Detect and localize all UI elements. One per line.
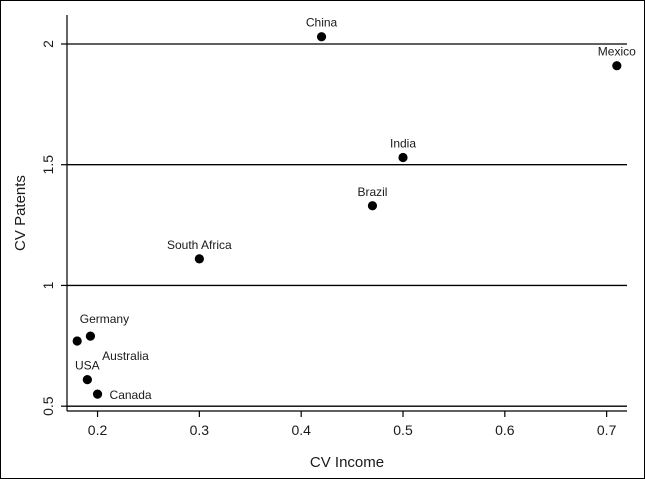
data-point	[612, 61, 622, 71]
data-point	[398, 152, 408, 163]
point-label: Brazil	[357, 185, 387, 199]
point-label: South Africa	[167, 238, 232, 252]
data-point	[92, 389, 103, 399]
y-tick-label: 1	[40, 281, 56, 289]
x-axis-title: CV Income	[310, 454, 384, 471]
grid-lines	[67, 43, 627, 407]
point-label: USA	[75, 359, 100, 373]
point-label: Mexico	[598, 45, 636, 59]
data-point	[82, 375, 92, 385]
data-points: China Mexico India Brazil South Africa German…	[72, 16, 636, 402]
point-label: Australia	[102, 349, 149, 363]
x-axis-ticks: 0.2 0.3 0.4 0.5 0.6 0.7	[88, 411, 617, 438]
data-point	[194, 254, 204, 264]
x-tick-label: 0.7	[597, 422, 617, 438]
x-tick-label: 0.6	[495, 422, 515, 438]
y-tick-label: 1.5	[40, 155, 56, 175]
x-tick-label: 0.4	[291, 422, 311, 438]
data-point	[85, 331, 96, 341]
data-point	[367, 201, 378, 211]
point-label: China	[306, 16, 338, 30]
y-tick-label: 2	[40, 40, 56, 48]
y-tick-label: 0.5	[40, 396, 56, 416]
point-label: Germany	[80, 312, 129, 326]
point-label: Canada	[110, 388, 152, 402]
x-tick-label: 0.3	[190, 422, 210, 438]
y-axis-ticks: 0.5 1 1.5 2	[40, 40, 67, 416]
point-label: India	[390, 136, 416, 150]
y-axis-title: CV Patents	[12, 175, 29, 251]
data-point	[72, 336, 82, 346]
x-tick-label: 0.5	[393, 422, 413, 438]
data-point	[316, 32, 327, 42]
x-tick-label: 0.2	[88, 422, 108, 438]
